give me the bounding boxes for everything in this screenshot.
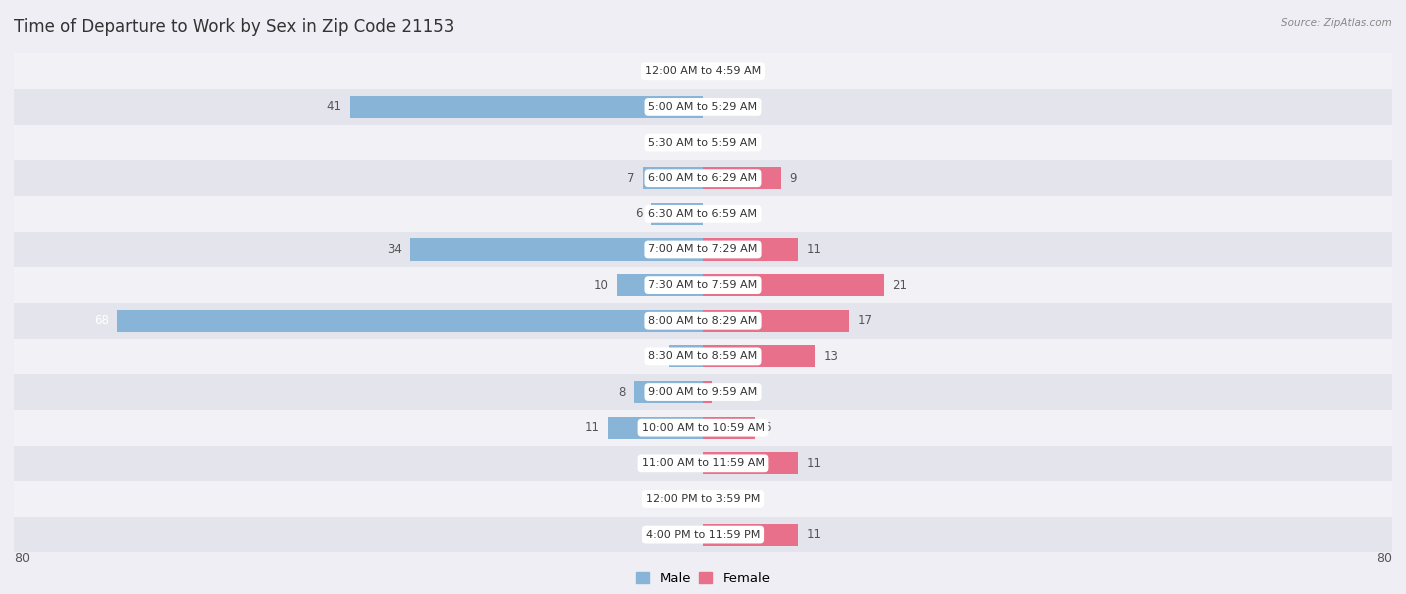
Bar [703,381,711,403]
Bar [14,303,1392,339]
Text: 0: 0 [711,65,718,78]
Text: 80: 80 [1376,552,1392,565]
Legend: Male, Female: Male, Female [630,567,776,590]
Text: 4:00 PM to 11:59 PM: 4:00 PM to 11:59 PM [645,530,761,539]
Text: 12:00 PM to 3:59 PM: 12:00 PM to 3:59 PM [645,494,761,504]
Bar [14,53,1392,89]
Text: Source: ZipAtlas.com: Source: ZipAtlas.com [1281,18,1392,28]
Text: 0: 0 [711,100,718,113]
Bar [617,274,703,296]
Text: 10:00 AM to 10:59 AM: 10:00 AM to 10:59 AM [641,423,765,432]
Bar [14,232,1392,267]
Bar [14,410,1392,446]
Bar [14,374,1392,410]
Text: 13: 13 [824,350,838,363]
Bar [703,238,797,261]
Text: 9:00 AM to 9:59 AM: 9:00 AM to 9:59 AM [648,387,758,397]
Text: 7:00 AM to 7:29 AM: 7:00 AM to 7:29 AM [648,245,758,254]
Bar [651,203,703,225]
Text: 8: 8 [619,386,626,399]
Bar [703,309,849,332]
Text: 80: 80 [14,552,30,565]
Text: 11: 11 [807,243,821,256]
Bar [634,381,703,403]
Text: 34: 34 [387,243,402,256]
Bar [411,238,703,261]
Text: 6:00 AM to 6:29 AM: 6:00 AM to 6:29 AM [648,173,758,183]
Bar [14,267,1392,303]
Text: 10: 10 [593,279,609,292]
Text: 7:30 AM to 7:59 AM: 7:30 AM to 7:59 AM [648,280,758,290]
Bar [703,523,797,546]
Bar [14,160,1392,196]
Text: 8:30 AM to 8:59 AM: 8:30 AM to 8:59 AM [648,352,758,361]
Bar [14,125,1392,160]
Bar [14,446,1392,481]
Text: 11:00 AM to 11:59 AM: 11:00 AM to 11:59 AM [641,459,765,468]
Text: 7: 7 [627,172,634,185]
Text: 0: 0 [688,492,695,505]
Text: 0: 0 [711,207,718,220]
Text: 6:30 AM to 6:59 AM: 6:30 AM to 6:59 AM [648,209,758,219]
Text: 11: 11 [585,421,599,434]
Bar [14,481,1392,517]
Bar [703,345,815,368]
Bar [14,339,1392,374]
Text: 0: 0 [711,492,718,505]
Bar [703,167,780,189]
Text: 0: 0 [688,65,695,78]
Text: 11: 11 [807,457,821,470]
Bar [117,309,703,332]
Bar [643,167,703,189]
Bar [703,416,755,439]
Bar [669,345,703,368]
Bar [14,89,1392,125]
Bar [703,452,797,475]
Text: 0: 0 [711,136,718,149]
Text: 12:00 AM to 4:59 AM: 12:00 AM to 4:59 AM [645,67,761,76]
Text: 11: 11 [807,528,821,541]
Text: 9: 9 [789,172,797,185]
Text: 6: 6 [763,421,770,434]
Text: 41: 41 [326,100,342,113]
Text: 68: 68 [94,314,108,327]
Text: 8:00 AM to 8:29 AM: 8:00 AM to 8:29 AM [648,316,758,326]
Bar [609,416,703,439]
Bar [703,274,884,296]
Text: 4: 4 [652,350,659,363]
Text: 17: 17 [858,314,873,327]
Text: 5:00 AM to 5:29 AM: 5:00 AM to 5:29 AM [648,102,758,112]
Text: 0: 0 [688,136,695,149]
Bar [14,517,1392,552]
Text: 5:30 AM to 5:59 AM: 5:30 AM to 5:59 AM [648,138,758,147]
Text: 21: 21 [893,279,907,292]
Bar [350,96,703,118]
Text: Time of Departure to Work by Sex in Zip Code 21153: Time of Departure to Work by Sex in Zip … [14,18,454,36]
Bar [14,196,1392,232]
Text: 0: 0 [688,457,695,470]
Text: 0: 0 [688,528,695,541]
Text: 6: 6 [636,207,643,220]
Text: 1: 1 [720,386,728,399]
